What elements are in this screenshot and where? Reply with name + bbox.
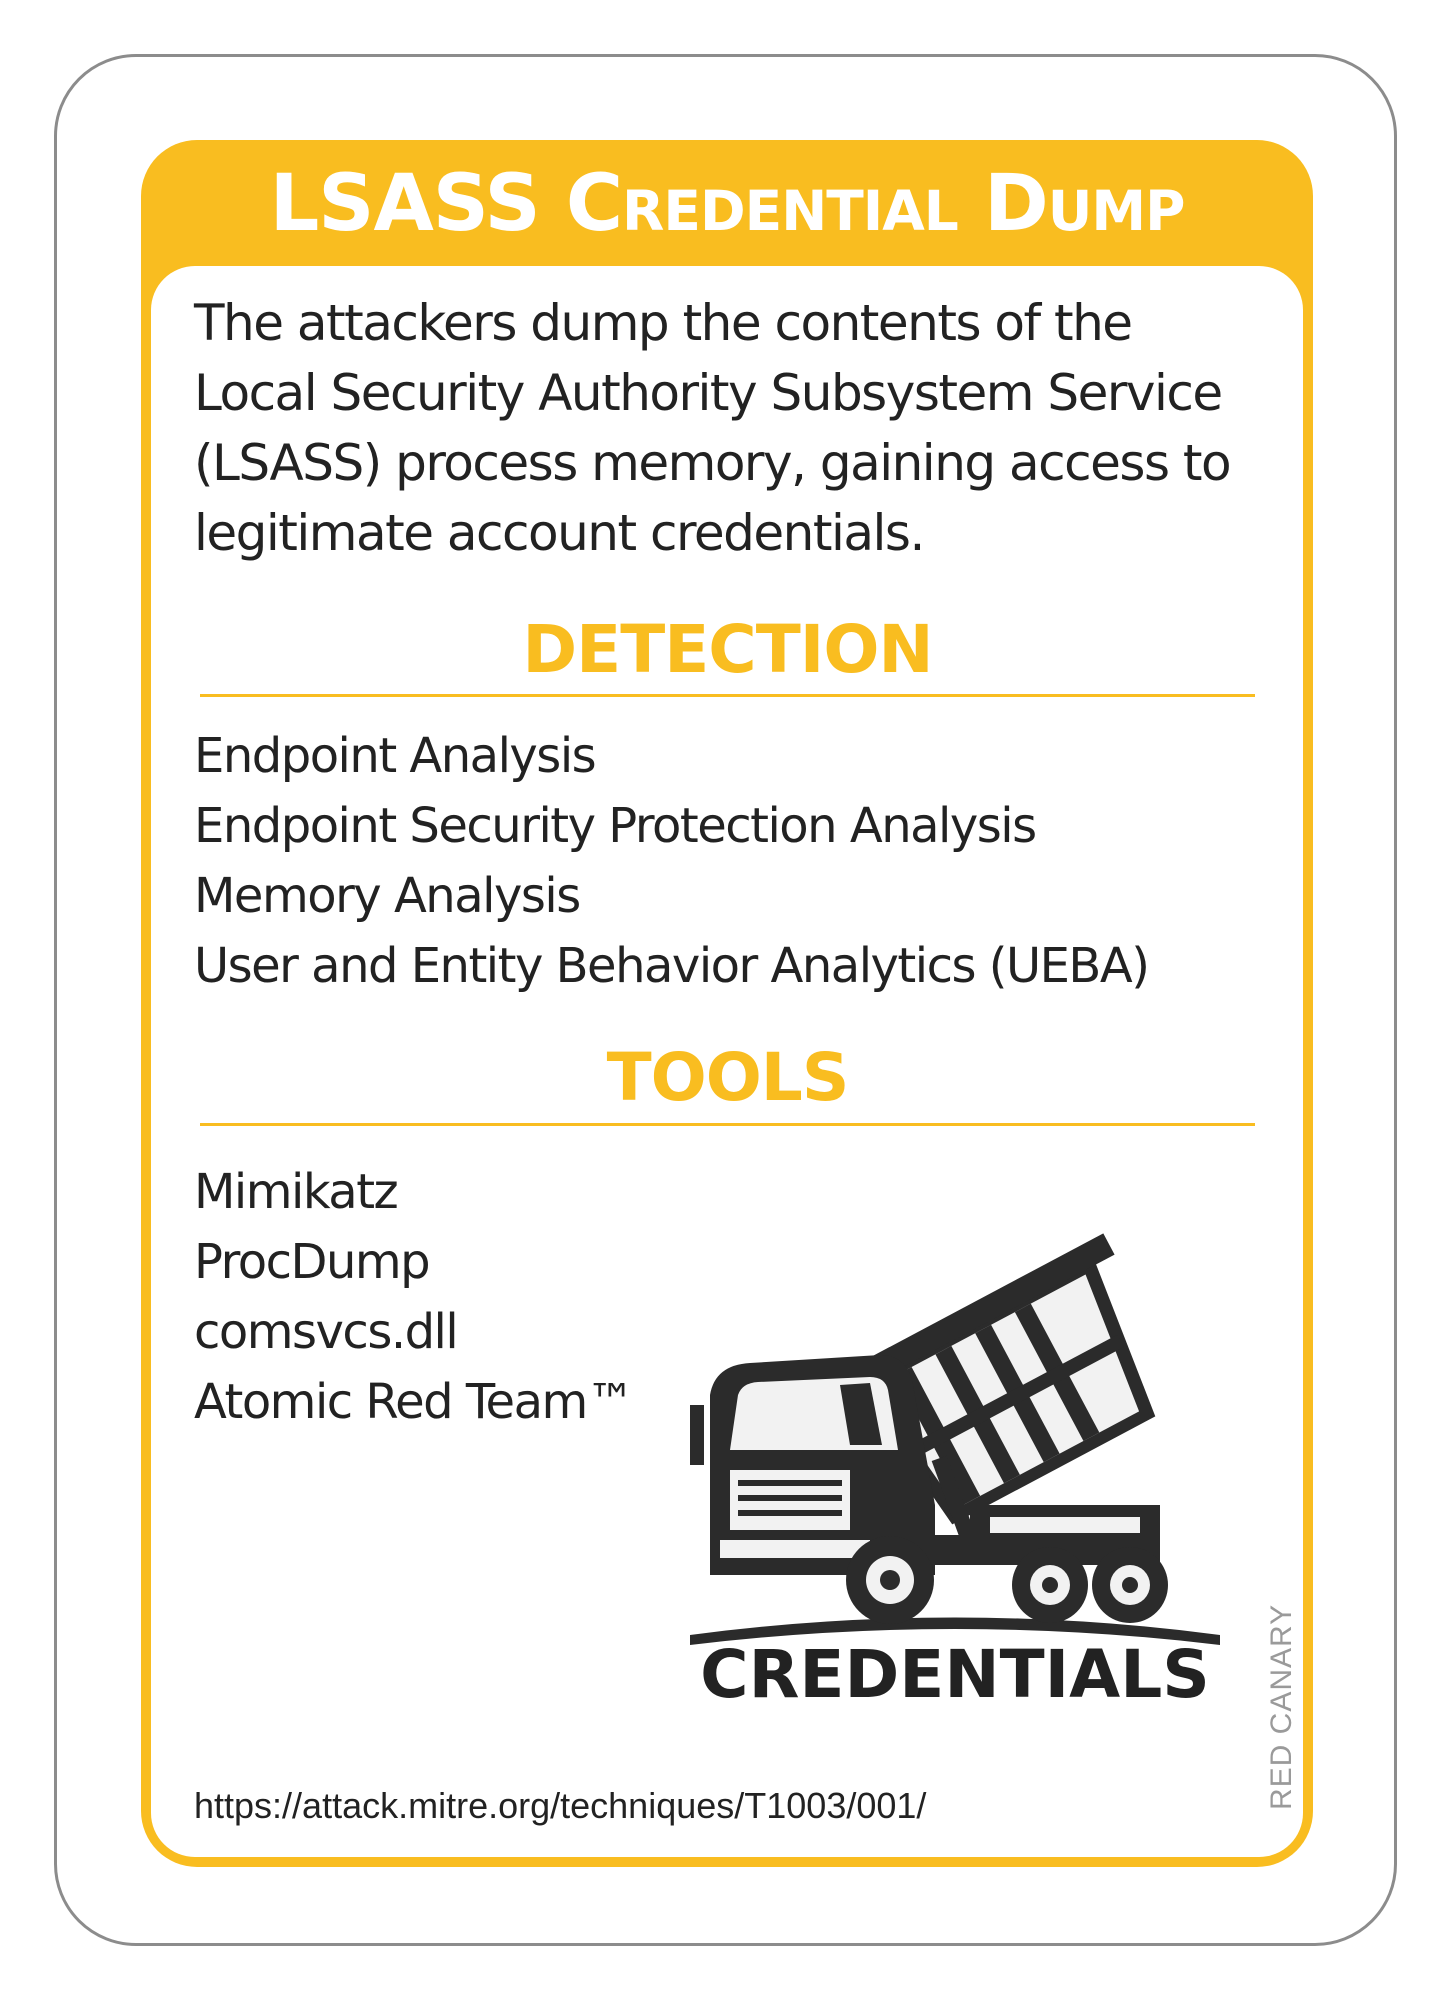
category-label: CREDENTIALS <box>700 1636 1210 1713</box>
detection-divider <box>200 694 1255 697</box>
tools-list: Mimikatz ProcDump comsvcs.dll Atomic Red… <box>194 1157 635 1437</box>
tools-divider <box>200 1123 1255 1126</box>
tool-item: Atomic Red Team™ <box>194 1374 635 1430</box>
detection-item: Endpoint Analysis <box>194 728 597 784</box>
detection-heading: DETECTION <box>522 611 933 688</box>
detection-list: Endpoint Analysis Endpoint Security Prot… <box>194 721 1150 1001</box>
tools-heading: TOOLS <box>606 1039 850 1116</box>
dump-truck-icon <box>690 1233 1220 1645</box>
tool-item: Mimikatz <box>194 1164 399 1220</box>
tool-item: ProcDump <box>194 1234 431 1290</box>
detection-item: User and Entity Behavior Analytics (UEBA… <box>194 938 1150 994</box>
brand-label: RED CANARY <box>1265 1603 1298 1810</box>
detection-item: Memory Analysis <box>194 868 581 924</box>
detection-item: Endpoint Security Protection Analysis <box>194 798 1037 854</box>
reference-link[interactable]: https://attack.mitre.org/techniques/T100… <box>194 1785 927 1826</box>
card-description: The attackers dump the contents of the L… <box>194 294 1232 562</box>
card-title: LSASS Credential Dump <box>269 159 1186 249</box>
tool-item: comsvcs.dll <box>194 1304 459 1360</box>
